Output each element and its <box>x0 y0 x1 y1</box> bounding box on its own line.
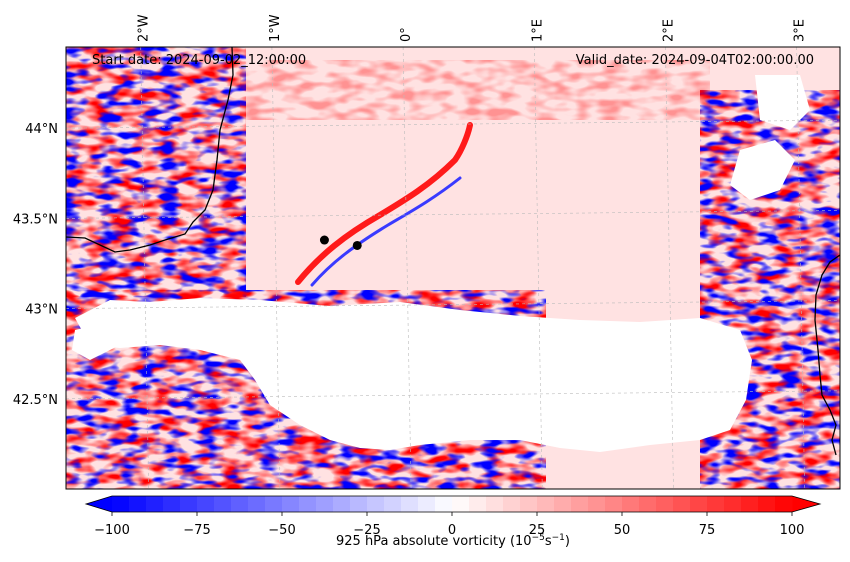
colorbar-tick-label-4: 0 <box>448 523 456 538</box>
colorbar-step <box>418 496 436 512</box>
colorbar-tick-label-0: −100 <box>94 523 130 538</box>
colorbar-step <box>775 496 793 512</box>
lon-label-4: 2°E <box>661 19 676 42</box>
lat-label-3: 42.5°N <box>13 393 58 408</box>
colorbar-step <box>129 496 147 512</box>
colorbar-step <box>520 496 538 512</box>
colorbar-tick-label-3: −25 <box>353 523 380 538</box>
colorbar-steps <box>112 496 793 512</box>
lon-label-5: 3°E <box>793 19 808 42</box>
marker-group <box>319 235 362 250</box>
colorbar-ticks: −100 −75 −50 −25 0 25 50 75 100 <box>94 512 804 538</box>
gridline-lon-4 <box>665 47 674 489</box>
lon-label-1: 1°W <box>268 14 283 42</box>
colorbar-step <box>265 496 283 512</box>
colorbar-extend-high <box>792 496 820 512</box>
colorbar-step <box>707 496 725 512</box>
colorbar-step <box>299 496 317 512</box>
colorbar-step <box>673 496 691 512</box>
map-frame <box>65 46 841 490</box>
colorbar-step <box>469 496 487 512</box>
coastline <box>66 47 234 253</box>
convergence-line-red <box>295 122 473 285</box>
east-coastline <box>814 254 840 456</box>
colorbar-step <box>197 496 215 512</box>
masked-terrain <box>75 298 752 452</box>
lat-label-1: 43.5°N <box>13 212 58 227</box>
gridline-lon-1 <box>271 47 281 489</box>
colorbar-step <box>656 496 674 512</box>
colorbar-tick-label-8: 100 <box>780 523 805 538</box>
colorbar-step <box>639 496 657 512</box>
colorbar-step <box>146 496 164 512</box>
colorbar-step <box>231 496 249 512</box>
longitude-labels: 2°W 1°W 0° 1°E 2°E 3°E <box>137 14 808 42</box>
colorbar-step <box>622 496 640 512</box>
colorbar-step <box>571 496 589 512</box>
colorbar: −100 −75 −50 −25 0 25 50 75 100 925 hPa absolute… <box>84 495 822 549</box>
colorbar-step <box>690 496 708 512</box>
lon-label-2: 0° <box>399 27 414 42</box>
colorbar-step <box>503 496 521 512</box>
colorbar-tick-label-5: 25 <box>529 523 546 538</box>
gridlines <box>66 47 840 489</box>
blue-noise-left <box>66 47 246 297</box>
valid-date-label: Valid_date: 2024-09-04T02:00:00.00 <box>576 53 814 68</box>
marker-1 <box>319 235 329 245</box>
gridline-lon-2 <box>402 47 412 489</box>
colorbar-step <box>724 496 742 512</box>
colorbar-tick-label-1: −75 <box>183 523 210 538</box>
colorbar-step <box>112 496 130 512</box>
gridline-lon-3 <box>533 47 543 489</box>
start-date-label: Start date: 2024-09-02_12:00:00 <box>92 53 306 68</box>
colorbar-step <box>214 496 232 512</box>
colorbar-step <box>588 496 606 512</box>
latitude-labels: 44°N 43.5°N 43°N 42.5°N <box>13 122 58 408</box>
colorbar-tick-label-6: 50 <box>614 523 631 538</box>
colorbar-step <box>452 496 470 512</box>
red-noise-top <box>240 60 710 120</box>
colorbar-step <box>248 496 266 512</box>
marker-2 <box>352 240 362 250</box>
colorbar-label: 925 hPa absolute vorticity (10−5s−1) <box>336 533 570 549</box>
colorbar-step <box>741 496 759 512</box>
lat-label-0: 44°N <box>25 122 58 137</box>
colorbar-step <box>384 496 402 512</box>
convergence-line-blue <box>310 176 462 287</box>
map-panel <box>66 47 840 489</box>
colorbar-tick-label-2: −50 <box>268 523 295 538</box>
masked-terrain-2 <box>730 140 795 200</box>
colorbar-step <box>180 496 198 512</box>
colorbar-step <box>605 496 623 512</box>
masked-terrain-3 <box>755 75 810 130</box>
lon-label-0: 2°W <box>137 14 152 42</box>
colorbar-step <box>282 496 300 512</box>
masked-terrain-4 <box>72 322 120 360</box>
colorbar-step <box>163 496 181 512</box>
colorbar-step <box>758 496 776 512</box>
colorbar-step <box>554 496 572 512</box>
colorbar-step <box>367 496 385 512</box>
colorbar-tick-label-7: 75 <box>699 523 716 538</box>
colorbar-step <box>486 496 504 512</box>
colorbar-step <box>350 496 368 512</box>
colorbar-step <box>401 496 419 512</box>
colorbar-extend-low <box>86 496 112 512</box>
colorbar-step <box>316 496 334 512</box>
colorbar-step <box>435 496 453 512</box>
colorbar-step <box>537 496 555 512</box>
colorbar-step <box>333 496 351 512</box>
lat-label-2: 43°N <box>25 303 58 318</box>
gridline-lon-0 <box>140 47 150 489</box>
lon-label-3: 1°E <box>530 19 545 42</box>
